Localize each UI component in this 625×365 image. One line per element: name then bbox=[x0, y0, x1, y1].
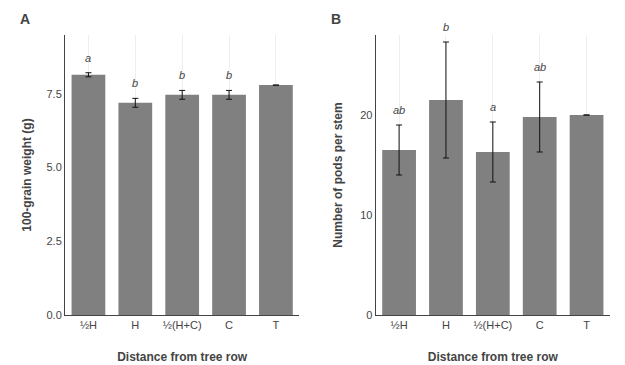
svg-text:T: T bbox=[583, 319, 590, 331]
svg-text:A: A bbox=[20, 11, 30, 27]
svg-text:Distance from tree row: Distance from tree row bbox=[117, 350, 248, 364]
svg-text:B: B bbox=[331, 11, 341, 27]
svg-text:0: 0 bbox=[366, 309, 372, 321]
svg-text:C: C bbox=[536, 319, 544, 331]
svg-text:C: C bbox=[225, 319, 233, 331]
svg-text:b: b bbox=[443, 21, 449, 33]
svg-text:ab: ab bbox=[534, 61, 546, 73]
svg-text:100-grain weight (g): 100-grain weight (g) bbox=[20, 118, 34, 231]
svg-text:H: H bbox=[131, 319, 139, 331]
svg-text:b: b bbox=[179, 69, 185, 81]
svg-text:Number of pods per stem: Number of pods per stem bbox=[331, 102, 345, 247]
svg-text:0.0: 0.0 bbox=[47, 309, 62, 321]
svg-text:½H: ½H bbox=[391, 319, 408, 331]
svg-text:7.5: 7.5 bbox=[47, 88, 62, 100]
svg-text:10: 10 bbox=[360, 209, 372, 221]
svg-text:ab: ab bbox=[393, 104, 405, 116]
svg-text:2.5: 2.5 bbox=[47, 235, 62, 247]
svg-text:a: a bbox=[85, 52, 91, 64]
svg-text:b: b bbox=[132, 77, 138, 89]
svg-text:20: 20 bbox=[360, 109, 372, 121]
svg-text:a: a bbox=[490, 101, 496, 113]
svg-text:H: H bbox=[442, 319, 450, 331]
svg-text:½(H+C): ½(H+C) bbox=[163, 319, 202, 331]
svg-text:Distance from tree row: Distance from tree row bbox=[428, 350, 559, 364]
svg-text:T: T bbox=[273, 319, 280, 331]
svg-text:5.0: 5.0 bbox=[47, 161, 62, 173]
svg-text:½(H+C): ½(H+C) bbox=[473, 319, 512, 331]
svg-text:b: b bbox=[226, 69, 232, 81]
svg-text:½H: ½H bbox=[80, 319, 97, 331]
